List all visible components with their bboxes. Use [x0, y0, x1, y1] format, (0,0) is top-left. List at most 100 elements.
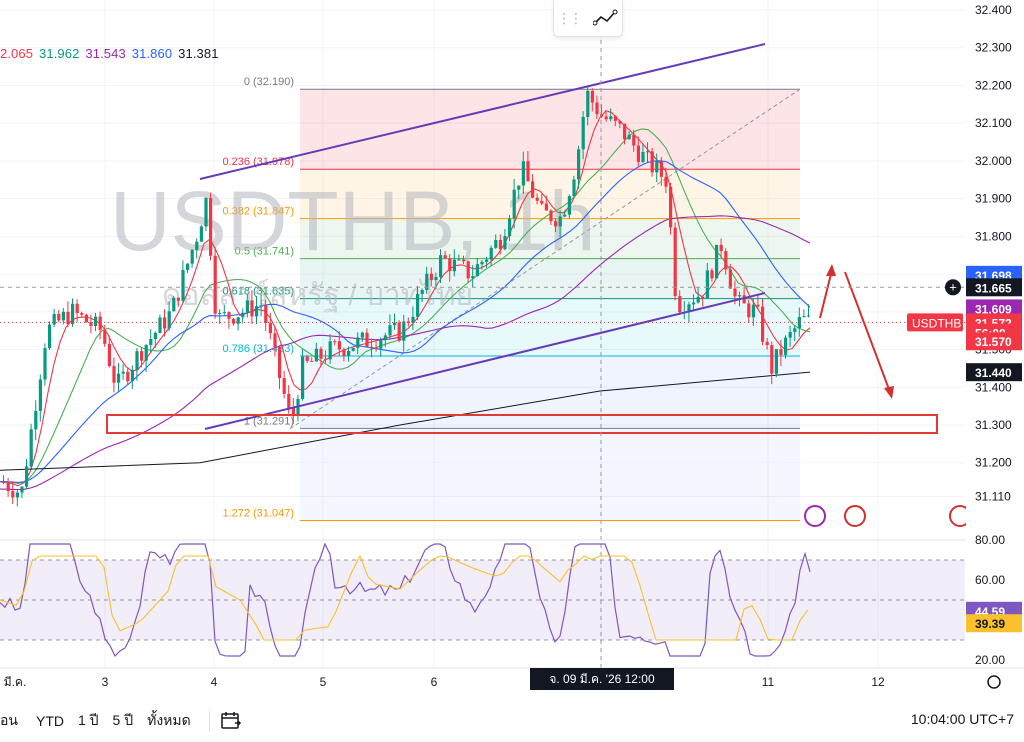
channel-upper-line [199, 43, 766, 180]
candle-body [393, 322, 397, 326]
down-arrow-line [844, 271, 891, 393]
candle-body [75, 303, 79, 314]
candle-body [296, 398, 300, 417]
candle-body [89, 322, 93, 327]
candle-body [618, 120, 622, 124]
candle-body [540, 200, 544, 204]
price-tick-label: 32.300 [975, 41, 1012, 55]
candle-body [117, 373, 121, 383]
price-tick-label: 32.400 [975, 3, 1012, 17]
calendar-range-icon[interactable] [220, 711, 242, 731]
candle-body [397, 322, 401, 341]
rsi-signal-tag [966, 614, 1022, 633]
ma-legend-value: 31.543 [85, 46, 126, 61]
candle-body [462, 259, 466, 262]
range-button-1[interactable]: อน [0, 712, 18, 728]
candle-body [705, 270, 709, 299]
candle-body [692, 302, 696, 305]
time-tick-label: 6 [431, 675, 438, 689]
candle-body [273, 333, 277, 348]
candle-body [29, 429, 33, 467]
price-tick-label: 32.200 [975, 78, 1012, 92]
channel-lower-line [204, 292, 766, 430]
candle-body [2, 481, 6, 483]
candle-body [521, 161, 525, 186]
range-button-5y[interactable]: 5 ปี [112, 712, 134, 728]
candle-body [43, 348, 47, 380]
price-tag-label: 31.665 [975, 281, 1012, 295]
support-zone-box [106, 414, 938, 434]
candle-body [356, 337, 360, 348]
time-tick-label: 12 [871, 675, 885, 689]
candle-body [425, 273, 429, 291]
range-button-ytd[interactable]: YTD [35, 713, 64, 729]
candle-body [149, 338, 153, 346]
candle-body [738, 295, 742, 297]
candle-body [140, 351, 144, 361]
candle-body [130, 369, 134, 382]
candle-body [429, 273, 433, 281]
fib-label: 0.382 (31.847) [222, 206, 294, 218]
candle-body [126, 371, 130, 382]
range-button-all[interactable]: ทั้งหมด [147, 712, 191, 728]
candle-body [549, 210, 553, 222]
candle-body [301, 356, 305, 399]
fib-label: 0.618 (31.635) [222, 286, 294, 298]
drag-grip-icon[interactable]: ⋮⋮ [557, 9, 583, 26]
price-tag [966, 299, 1022, 318]
fib-label: 0 (32.190) [244, 76, 294, 88]
price-tick-label: 32.100 [975, 116, 1012, 130]
range-button-1y[interactable]: 1 ปี [77, 712, 99, 728]
candle-body [402, 321, 406, 341]
candle-body [659, 161, 663, 177]
candle-body [176, 297, 180, 301]
fib-zone [300, 428, 800, 521]
clock-readout[interactable]: 10:04:00 UTC+7 [910, 711, 1014, 727]
candle-body [572, 179, 576, 197]
candle-body [199, 226, 203, 242]
candle-body [232, 318, 236, 324]
time-axis: มี.ค. 3 4 5 6 11 12 [0, 667, 1024, 689]
candle-body [379, 340, 383, 349]
candle-body [250, 300, 254, 317]
candle-body [222, 312, 226, 314]
candle-body [710, 270, 714, 279]
candle-body [38, 379, 42, 411]
candle-body [554, 221, 558, 227]
candle-body [498, 240, 502, 250]
ma-slow-line [0, 160, 811, 483]
candle-body [241, 312, 245, 318]
fib-label: 0.236 (31.978) [222, 156, 294, 168]
rsi-pane [0, 539, 1024, 658]
candle-body [613, 116, 617, 121]
price-tag [966, 332, 1022, 351]
candle-body [255, 306, 259, 317]
candle-body [388, 325, 392, 336]
trend-line-icon[interactable] [593, 9, 619, 27]
fib-zone [300, 355, 800, 429]
ma-200-line [0, 371, 811, 471]
candle-body [218, 312, 222, 314]
gear-icon [987, 675, 1001, 689]
candle-body [595, 102, 599, 115]
candle-body [784, 337, 788, 355]
candle-body [94, 316, 98, 327]
drawings [0, 0, 971, 668]
candle-body [531, 181, 535, 198]
candles [2, 86, 811, 507]
candle-body [337, 341, 341, 350]
candle-body [590, 90, 594, 103]
candle-body [742, 295, 746, 304]
drawing-toolbar[interactable]: ⋮⋮ [553, 0, 623, 37]
candle-body [71, 303, 75, 325]
candle-body [563, 214, 567, 217]
price-tick-label: 31.800 [975, 229, 1012, 243]
candle-body [6, 482, 10, 492]
candle-body [365, 332, 369, 347]
price-tick-label: 31.400 [975, 380, 1012, 394]
candle-body [213, 255, 217, 314]
candle-body [61, 311, 65, 321]
candle-body [439, 255, 443, 278]
candle-body [351, 347, 355, 351]
